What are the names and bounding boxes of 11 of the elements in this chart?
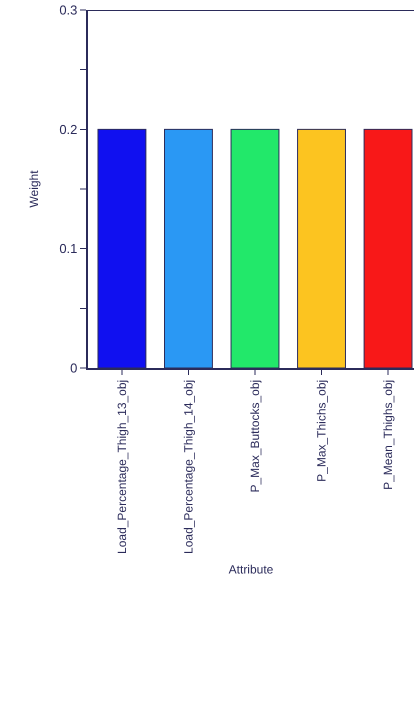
x-tick-label: Load_Percentage_Thigh_13_obj	[114, 380, 129, 554]
x-tick-label: P_Max_Thichs_obj	[314, 380, 328, 482]
y-tick-label: 0.2	[59, 122, 78, 137]
x-tick-label: Load_Percentage_Thigh_14_obj	[181, 380, 196, 554]
y-tick-label: 0	[70, 360, 78, 376]
x-axis-title: Attribute	[228, 562, 274, 576]
x-tick-label: P_Max_Buttocks_obj	[248, 380, 262, 493]
y-axis-title: Weight	[27, 170, 42, 208]
y-tick-label: 0.3	[59, 2, 78, 18]
y-tick-label: 0.1	[59, 241, 78, 256]
x-tick-label: P_Mean_Thighs_obj	[380, 380, 395, 490]
